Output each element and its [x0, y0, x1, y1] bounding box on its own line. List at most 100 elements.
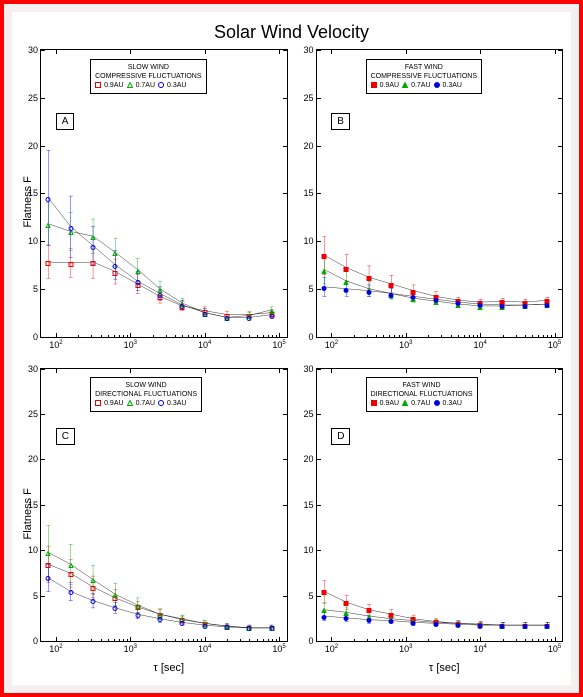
marker-circle: [68, 218, 73, 236]
panel-letter: A: [56, 113, 75, 130]
x-axis-label: τ [sec]: [326, 662, 564, 674]
xtick-label: 102: [49, 340, 62, 350]
plot-area: 051015202530102103104105BFAST WINDCOMPRE…: [316, 49, 564, 338]
legend-label: 0.3AU: [167, 81, 186, 90]
legend-marker-icon: [371, 82, 377, 88]
plot-wrap: 051015202530102103104105BFAST WINDCOMPRE…: [296, 49, 564, 356]
marker-triangle: [321, 261, 326, 279]
ytick-label: 25: [303, 93, 313, 103]
ytick: [283, 641, 287, 642]
plot-wrap: 051015202530102103104105DFAST WINDDIRECT…: [296, 368, 564, 661]
legend-title: SLOW WIND: [95, 381, 197, 390]
ytick: [41, 641, 45, 642]
marker-circle: [46, 568, 51, 586]
legend-title: FAST WIND: [371, 63, 477, 72]
marker-circle: [224, 617, 229, 635]
marker-circle: [411, 613, 416, 631]
marker-square: [46, 253, 51, 271]
legend-marker-icon: [402, 82, 408, 88]
xtick-label: 105: [272, 644, 285, 654]
panel-a: Flatness F051015202530102103104105ASLOW …: [20, 49, 288, 356]
ytick-label: 15: [28, 500, 38, 510]
ytick: [558, 641, 562, 642]
marker-circle: [344, 280, 349, 298]
legend-label: 0.7AU: [136, 399, 155, 408]
marker-circle: [366, 282, 371, 300]
legend-subtitle: COMPRESSIVE FLUCTUATIONS: [371, 72, 477, 81]
ytick-label: 0: [308, 636, 313, 646]
marker-circle: [522, 296, 527, 314]
marker-circle: [455, 615, 460, 633]
ytick: [317, 641, 321, 642]
marker-circle: [224, 308, 229, 326]
xtick-label: 105: [548, 644, 561, 654]
ytick-label: 5: [33, 284, 38, 294]
legend-marker-icon: [95, 82, 101, 88]
marker-triangle: [68, 555, 73, 573]
marker-triangle: [46, 215, 51, 233]
marker-circle: [247, 618, 252, 636]
ytick-label: 30: [303, 364, 313, 374]
legend-label: 0.7AU: [136, 81, 155, 90]
xtick-label: 102: [325, 644, 338, 654]
marker-circle: [545, 616, 550, 634]
xtick-label: 104: [473, 340, 486, 350]
legend-marker-icon: [402, 400, 408, 406]
marker-circle: [478, 616, 483, 634]
x-axis-label: τ [sec]: [50, 662, 288, 674]
legend-label: 0.9AU: [380, 399, 399, 408]
marker-circle: [247, 308, 252, 326]
ytick-label: 0: [33, 636, 38, 646]
ytick-label: 0: [308, 332, 313, 342]
ytick-label: 20: [303, 141, 313, 151]
legend-marker-icon: [127, 82, 133, 88]
plot-area: 051015202530102103104105DFAST WINDDIRECT…: [316, 368, 564, 643]
marker-circle: [180, 296, 185, 314]
xtick-label: 105: [272, 340, 285, 350]
plot-area: 051015202530102103104105ASLOW WINDCOMPRE…: [40, 49, 288, 338]
legend-marker-icon: [434, 400, 440, 406]
panel-d: 051015202530102103104105DFAST WINDDIRECT…: [296, 368, 564, 675]
panel-c: Flatness F051015202530102103104105CSLOW …: [20, 368, 288, 675]
legend-marker-icon: [158, 82, 164, 88]
figure-frame: Solar Wind Velocity Flatness F0510152025…: [0, 0, 583, 697]
marker-circle: [411, 287, 416, 305]
ytick-label: 0: [33, 332, 38, 342]
ytick-label: 30: [28, 364, 38, 374]
legend-label: 0.7AU: [411, 399, 430, 408]
ytick: [558, 337, 562, 338]
legend-subtitle: COMPRESSIVE FLUCTUATIONS: [95, 72, 201, 81]
ytick-label: 20: [28, 454, 38, 464]
ytick-label: 5: [308, 591, 313, 601]
marker-circle: [46, 189, 51, 207]
marker-circle: [433, 290, 438, 308]
ytick-label: 20: [303, 454, 313, 464]
legend-marker-icon: [127, 400, 133, 406]
marker-circle: [113, 598, 118, 616]
legend-subtitle: DIRECTIONAL FLUCTUATIONS: [371, 390, 473, 399]
figure-area: Solar Wind Velocity Flatness F0510152025…: [12, 12, 571, 685]
ytick-label: 20: [28, 141, 38, 151]
figure-title: Solar Wind Velocity: [20, 22, 563, 43]
legend-label: 0.9AU: [380, 81, 399, 90]
legend-items: 0.9AU0.7AU0.3AU: [95, 399, 197, 408]
marker-circle: [202, 616, 207, 634]
legend-items: 0.9AU 0.7AU 0.3AU: [371, 399, 473, 408]
ytick-label: 25: [303, 409, 313, 419]
plot-area: 051015202530102103104105CSLOW WINDDIRECT…: [40, 368, 288, 643]
marker-circle: [269, 618, 274, 636]
marker-circle: [522, 616, 527, 634]
xtick-label: 104: [473, 644, 486, 654]
ytick-label: 10: [303, 236, 313, 246]
marker-circle: [135, 272, 140, 290]
legend-label: 0.3AU: [443, 399, 462, 408]
marker-circle: [135, 605, 140, 623]
plot-wrap: Flatness F051015202530102103104105ASLOW …: [20, 49, 288, 356]
legend: FAST WINDDIRECTIONAL FLUCTUATIONS0.9AU0.…: [366, 377, 478, 412]
legend-subtitle: DIRECTIONAL FLUCTUATIONS: [95, 390, 197, 399]
legend-marker-icon: [158, 400, 164, 406]
xtick-label: 103: [124, 644, 137, 654]
marker-triangle: [46, 543, 51, 561]
marker-circle: [158, 609, 163, 627]
marker-circle: [202, 304, 207, 322]
